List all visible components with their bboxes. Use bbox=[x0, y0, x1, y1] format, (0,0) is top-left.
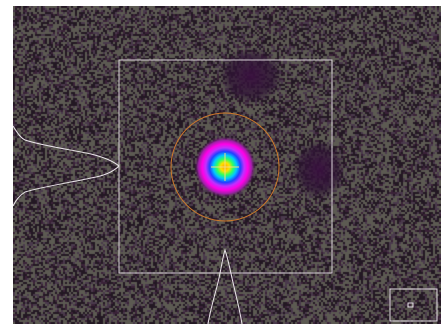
background-artifact-blob bbox=[219, 48, 283, 104]
overview-minimap-box[interactable] bbox=[389, 288, 438, 322]
beam-diameter-circle[interactable] bbox=[170, 112, 280, 222]
analysis-overlay bbox=[13, 48, 438, 324]
vertical-profile-curve bbox=[207, 248, 243, 324]
horizontal-profile-curve bbox=[13, 125, 120, 207]
background-artifact-blob bbox=[293, 140, 345, 200]
beam-image-viewport[interactable] bbox=[13, 6, 441, 324]
minimap-viewport-marker[interactable] bbox=[407, 302, 414, 308]
